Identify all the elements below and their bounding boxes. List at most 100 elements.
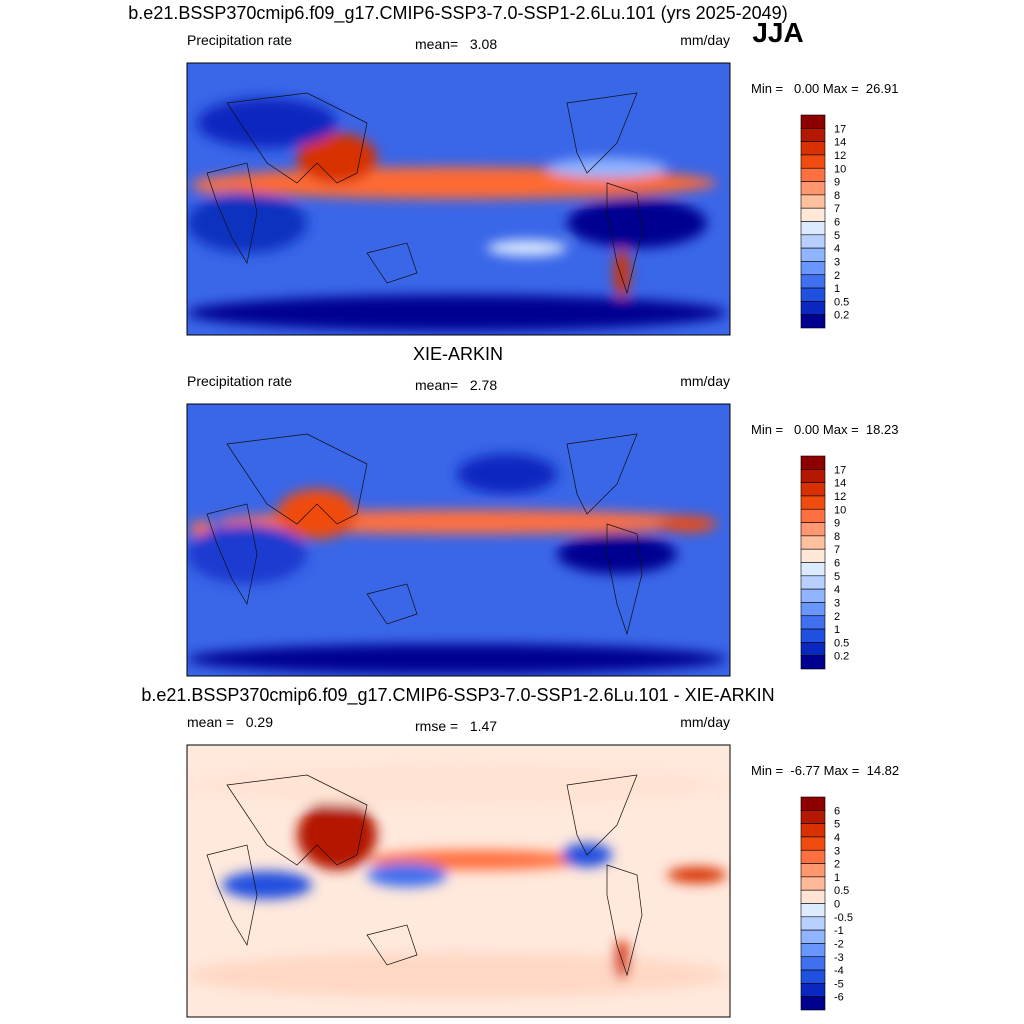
colorbar-box [800,642,826,656]
field-blob [487,240,567,256]
colorbar-box [800,221,826,236]
map-field [187,404,730,676]
panel-left-label: Precipitation rate [187,373,292,389]
field-blob [187,763,727,807]
map-field [187,63,730,335]
colorbar-box [800,181,826,196]
field-blob [277,489,357,539]
colorbar-box [800,615,826,630]
colorbar-box [800,207,826,222]
colorbar-box [800,628,826,643]
colorbar-box [800,154,826,169]
colorbar-box [800,548,826,563]
coastline [226,774,368,866]
panel-center-label: mean= 3.08 [415,36,497,52]
min-max-label: Min = 0.00 Max = 18.23 [751,422,898,437]
panel-units: mm/day [680,714,730,730]
colorbar-box [800,889,826,904]
field-blob [187,524,307,584]
colorbar-box [800,876,826,891]
coastline [366,242,418,284]
coastline [606,182,643,295]
map-frame [186,403,731,677]
colorbar-label: 17 [834,464,846,476]
map-field [187,745,730,1017]
panel-center-label: mean= 2.78 [415,377,497,393]
field-blob [187,644,727,674]
map [186,403,731,677]
colorbar-label: 1 [834,872,840,884]
colorbar-label: 6 [834,805,840,817]
colorbar-box [800,455,826,470]
colorbar-label: 12 [834,491,846,503]
colorbar-label: 12 [834,150,846,162]
map-blobs [187,98,727,331]
field-blob [297,133,377,183]
colorbar-label: 9 [834,518,840,530]
colorbar-box [800,836,826,851]
colorbar-box [800,588,826,603]
colorbar-label: 5 [834,571,840,583]
colorbar-box [800,903,826,918]
colorbar-label: -6 [834,992,844,1004]
colorbar-box [800,194,826,209]
coastline [206,844,258,946]
colorbar-label: 3 [834,597,840,609]
colorbar-box [800,943,826,958]
coastline [226,433,368,525]
coastline [566,774,638,856]
field-blob [547,158,667,178]
map [186,62,731,336]
colorbar-box [800,114,826,129]
colorbar-label: 2 [834,859,840,871]
colorbar-box [800,916,826,931]
coastline [366,924,418,966]
colorbar-label: 7 [834,203,840,215]
panel-left-label: mean = 0.29 [187,714,273,730]
field-blob [567,198,707,248]
panel-title: b.e21.BSSP370cmip6.f09_g17.CMIP6-SSP3-7.… [141,685,774,706]
field-blob [187,953,727,997]
panel-units: mm/day [680,32,730,48]
colorbar-box [800,274,826,289]
colorbar-label: 4 [834,243,840,255]
min-max-label: Min = -6.77 Max = 14.82 [751,763,899,778]
colorbar-box [800,261,826,276]
field-blob [657,516,717,532]
map-blobs [187,763,727,997]
colorbar-label: 6 [834,558,840,570]
colorbar-label: 0.5 [834,296,849,308]
colorbar-label: 0.2 [834,310,849,322]
colorbar-box [800,983,826,997]
colorbar-box [800,575,826,590]
colorbar-label: 14 [834,478,846,490]
colorbar-label: 2 [834,611,840,623]
coastline [566,433,638,515]
colorbar-label: 17 [834,123,846,135]
colorbar-box [800,287,826,302]
colorbar-box [800,167,826,182]
colorbar-box [800,469,826,483]
colorbar-box [800,495,826,510]
colorbar-label: 6 [834,217,840,229]
colorbar-box [800,482,826,497]
colorbar-label: -4 [834,965,844,977]
panel-title: b.e21.BSSP370cmip6.f09_g17.CMIP6-SSP3-7.… [128,3,787,24]
colorbar-label: 10 [834,504,846,516]
colorbar-box [800,535,826,550]
panel-title: XIE-ARKIN [413,344,503,364]
coastline [206,503,258,605]
colorbar-label: 8 [834,190,840,202]
colorbar-label: 7 [834,544,840,556]
colorbar-label: -3 [834,952,844,964]
field-blob [614,248,630,298]
coastline [366,583,418,625]
colorbar-label: -1 [834,925,844,937]
map-frame [186,744,731,1018]
colorbar-label: 0 [834,899,840,911]
colorbar-label: 0.2 [834,651,849,663]
colorbar-label: 5 [834,819,840,831]
colorbar-label: 3 [834,845,840,857]
field-blob [557,534,677,574]
colorbar-box [800,301,826,315]
